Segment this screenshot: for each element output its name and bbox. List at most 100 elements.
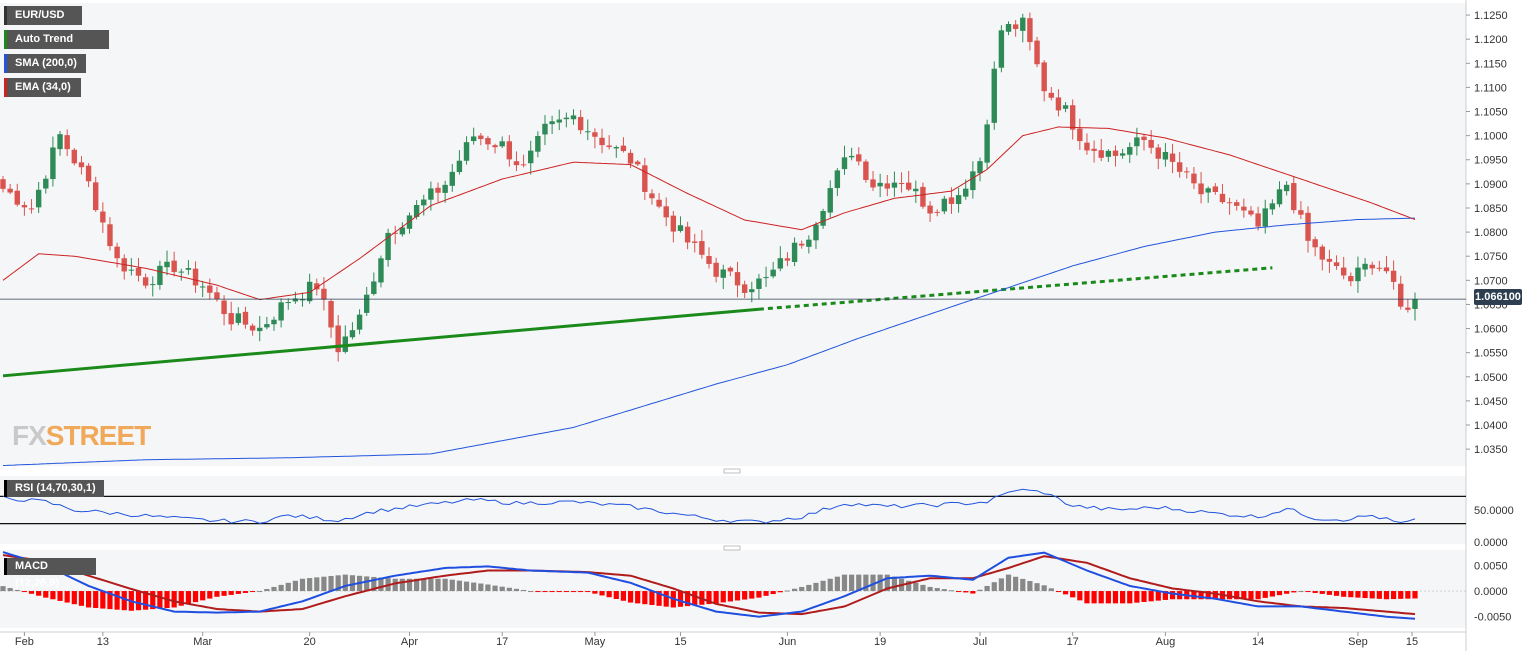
candle-body-down <box>1176 162 1183 172</box>
macd-histogram-bar-negative <box>1305 591 1311 593</box>
candle-body-down <box>1048 92 1055 98</box>
macd-histogram-bar-positive <box>841 574 848 592</box>
candle-body-up <box>421 199 427 206</box>
legend-auto-trend-lines[interactable]: Auto Trend Lines <box>4 30 109 64</box>
candle-body-up <box>1355 267 1361 282</box>
macd-histogram-bar-negative <box>1191 591 1197 600</box>
candle-body-up <box>150 284 156 286</box>
legend-sma[interactable]: SMA (200,0) <box>4 54 86 73</box>
candle-body-up <box>413 205 420 217</box>
candle-body-up <box>57 134 63 150</box>
macd-histogram-bar-negative <box>1248 591 1254 600</box>
candle-body-up <box>877 182 883 187</box>
macd-pane-background <box>0 550 1466 628</box>
macd-histogram-bar-negative <box>585 591 591 593</box>
candle-body-down <box>606 145 612 148</box>
candle-body-down <box>513 161 520 166</box>
macd-histogram-bar-negative <box>763 591 769 596</box>
candle-body-up <box>157 265 163 285</box>
candle-body-up <box>820 211 826 226</box>
macd-histogram-bar-positive <box>834 576 840 592</box>
macd-tick-label: -0.0050 <box>1474 612 1511 624</box>
candle-body-down <box>1055 97 1062 111</box>
candle-body-up <box>677 225 684 231</box>
time-tick-label: May <box>585 636 606 648</box>
candle-body-down <box>192 268 199 286</box>
time-tick-label: 17 <box>1067 636 1079 648</box>
macd-histogram-bar-positive <box>813 582 819 592</box>
legend-symbol[interactable]: EUR/USD <box>4 6 82 25</box>
macd-histogram-bar-positive <box>799 586 805 592</box>
candle-body-down <box>1169 153 1176 162</box>
macd-histogram-bar-negative <box>720 591 726 603</box>
candle-body-down <box>478 135 484 140</box>
candle-body-up <box>164 261 170 268</box>
candle-body-down <box>1390 270 1397 282</box>
candle-body-down <box>485 138 491 145</box>
macd-histogram-bar-negative <box>713 591 719 604</box>
candle-body-up <box>278 302 284 321</box>
price-tick-label: 1.1050 <box>1474 107 1508 119</box>
macd-histogram-bar-negative <box>57 591 63 601</box>
candle-body-up <box>292 298 299 302</box>
macd-histogram-bar-negative <box>235 591 241 594</box>
candle-body-down <box>1012 24 1019 29</box>
candle-body-up <box>428 188 434 200</box>
candle-body-down <box>642 165 648 192</box>
price-tick-label: 1.0600 <box>1474 324 1508 336</box>
candle-body-up <box>356 314 363 330</box>
macd-histogram-bar-negative <box>1127 591 1133 604</box>
macd-histogram-bar-positive <box>449 579 455 592</box>
macd-histogram-bar-negative <box>613 591 619 599</box>
candle-body-down <box>1141 136 1147 140</box>
macd-histogram-bar-negative <box>157 591 163 609</box>
candle-body-down <box>1291 183 1297 211</box>
main-pane-background <box>0 3 1466 466</box>
candle-body-up <box>848 155 855 158</box>
auto-trend-line-projection <box>758 266 1273 311</box>
candle-body-up <box>399 227 406 235</box>
macd-histogram-bar-positive <box>328 576 334 592</box>
macd-histogram-bar-positive <box>321 576 327 592</box>
macd-histogram-bar-negative <box>1276 591 1283 596</box>
candle-body-down <box>21 205 28 208</box>
macd-histogram-bar-negative <box>692 591 698 606</box>
macd-histogram-bar-negative <box>1312 591 1318 593</box>
candle-body-down <box>335 325 341 353</box>
candle-body-down <box>100 211 106 223</box>
macd-histogram-bar-negative <box>1055 591 1062 593</box>
macd-pane-label[interactable]: MACD (12,26,9) <box>4 558 96 589</box>
macd-histogram-bar-negative <box>970 591 976 594</box>
candle-body-up <box>955 195 962 205</box>
candle-body-down <box>78 162 85 168</box>
macd-histogram-bar-negative <box>1355 591 1361 598</box>
candle-body-up <box>977 161 983 174</box>
macd-histogram-bar-positive <box>399 578 405 592</box>
candle-body-up <box>1005 24 1012 32</box>
macd-histogram-bar-negative <box>50 591 56 600</box>
rsi-macd-resize-handle <box>723 545 741 551</box>
macd-histogram-bar-negative <box>627 591 634 603</box>
macd-histogram-bar-negative <box>1105 591 1111 604</box>
price-tick-label: 1.0400 <box>1474 420 1508 432</box>
macd-histogram-bar-positive <box>406 578 413 592</box>
macd-histogram-bar-positive <box>342 574 348 592</box>
macd-histogram-bar-negative <box>1098 591 1104 604</box>
macd-histogram-bar-negative <box>1070 591 1076 598</box>
candle-body-up <box>984 124 990 163</box>
candle-body-down <box>214 292 220 300</box>
candle-body-down <box>1084 142 1090 151</box>
candle-body-up <box>456 160 463 173</box>
macd-histogram-bar-negative <box>228 591 234 595</box>
candle-body-down <box>1241 206 1247 211</box>
candle-body-down <box>328 301 334 328</box>
macd-histogram-bar-negative <box>685 591 691 607</box>
macd-histogram-bar-negative <box>742 591 748 600</box>
macd-histogram-bar-negative <box>1141 591 1147 602</box>
candle-body-down <box>64 135 70 150</box>
candle-body-up <box>1283 184 1290 192</box>
rsi-pane-label[interactable]: RSI (14,70,30,1) <box>4 480 104 497</box>
legend-ema[interactable]: EMA (34,0) <box>4 78 81 97</box>
candle-body-down <box>1298 210 1304 215</box>
candle-body-down <box>435 187 441 193</box>
